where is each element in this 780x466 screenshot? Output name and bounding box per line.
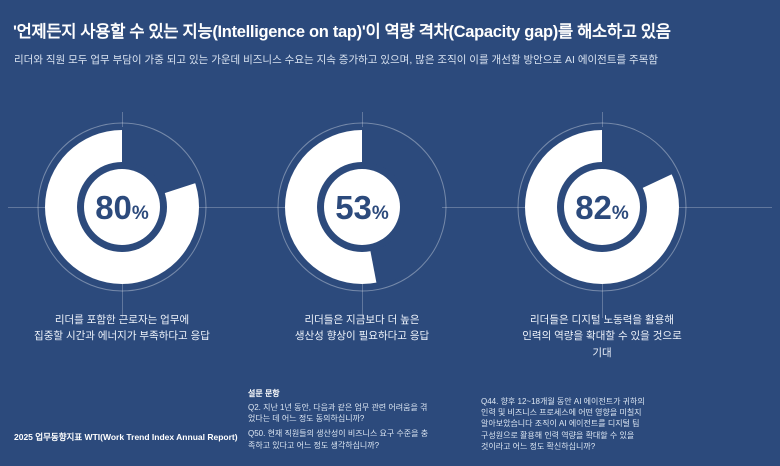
donut-outline-circle (277, 122, 447, 292)
donut-chart-productivity-need: 53% 리더들은 지금보다 더 높은 생산성 향상이 필요하다고 응답 (242, 115, 482, 345)
chart-caption-1: 리더를 포함한 근로자는 업무에 집중할 시간과 에너지가 부족하다고 응답 (34, 314, 210, 343)
chart-caption-3: 리더들은 디지털 노동력을 활용해 인력의 역량을 확대할 수 있을 것으로 기… (522, 314, 682, 359)
survey-question-q50: Q50. 현재 직원들의 생산성이 비즈니스 요구 수준을 충 족하고 있다고 … (248, 429, 429, 450)
survey-questions-block: 설문 문항 Q2. 지난 1년 동안, 다음과 같은 업무 관련 어려움을 겪 … (248, 388, 454, 455)
donut-chart-digital-labor: 82% 리더들은 디지털 노동력을 활용해 인력의 역량을 확대할 수 있을 것… (482, 115, 722, 361)
donut-53-percent: 53% (270, 115, 454, 299)
donut-center-disk (84, 169, 160, 245)
donut-80-percent: 80% (30, 115, 214, 299)
donut-chart-focus-time: 80% 리더를 포함한 근로자는 업무에 집중할 시간과 에너지가 부족하다고 … (2, 115, 242, 345)
survey-question-q2: Q2. 지난 1년 동안, 다음과 같은 업무 관련 어려움을 겪 었다는 데 … (248, 403, 428, 424)
donut-outline-circle (37, 122, 207, 292)
donut-svg: 82% (517, 122, 687, 292)
chart-caption-2: 리더들은 지금보다 더 높은 생산성 향상이 필요하다고 응답 (294, 314, 430, 343)
donut-center-disk (324, 169, 400, 245)
report-source-label: 2025 업무동향지표 WTI(Work Trend Index Annual … (14, 432, 238, 442)
survey-question-q44: Q44. 향후 12~18개월 동안 AI 에이전트가 귀하의 인력 및 비즈니… (481, 397, 645, 451)
survey-heading: 설문 문항 (248, 389, 280, 398)
page-subtitle: 리더와 직원 모두 업무 부담이 가중 되고 있는 가운데 비즈니스 수요는 지… (14, 54, 659, 66)
donut-svg: 80% (37, 122, 207, 292)
donut-82-percent: 82% (510, 115, 694, 299)
donut-center-disk (564, 169, 640, 245)
page-title: '언제든지 사용할 수 있는 지능(Intelligence on tap)'이… (13, 23, 671, 41)
donut-outline-circle (517, 122, 687, 292)
donut-svg: 53% (277, 122, 447, 292)
